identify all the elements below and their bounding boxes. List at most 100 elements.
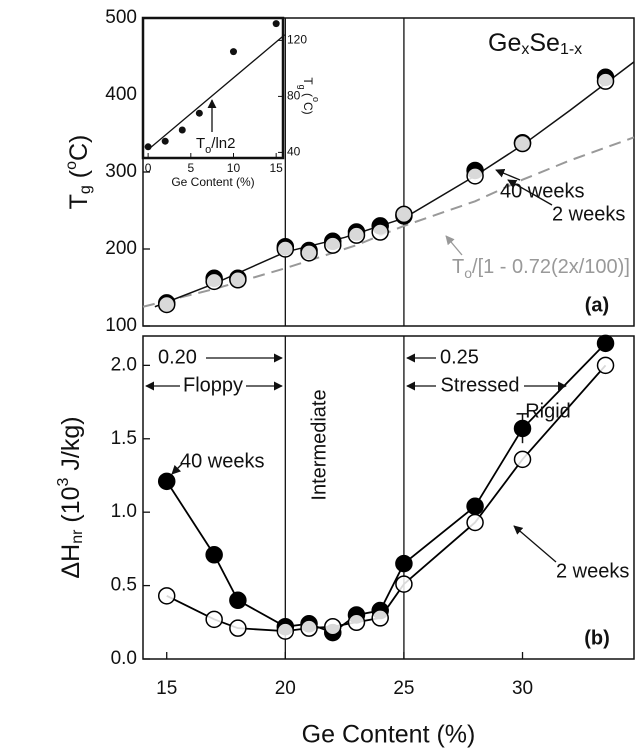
- x-tick-label: 25: [393, 678, 414, 699]
- annotation-part: T: [196, 135, 205, 152]
- series-label: 40 weeks: [180, 450, 265, 472]
- y-axis-label-part: nr: [69, 529, 86, 544]
- open-point: [596, 72, 615, 90]
- chart-title-part: 1-x: [560, 41, 582, 58]
- x-tick-label: 15: [269, 161, 283, 175]
- boundary-label: 0.20: [158, 346, 197, 368]
- open-point: [324, 236, 342, 254]
- y-tick-label: 0.5: [111, 575, 137, 596]
- y-axis-label-part: T: [301, 77, 315, 85]
- filled-point: [205, 546, 223, 564]
- y-axis-label-part: T: [65, 194, 93, 209]
- y-axis-label-part: ΔH: [57, 544, 85, 579]
- x-tick-label: 10: [227, 161, 241, 175]
- y-axis-label-part: C): [301, 102, 315, 115]
- chart-title-part: x: [521, 41, 529, 58]
- filled-point: [596, 334, 615, 353]
- open-point: [347, 613, 366, 632]
- y-axis-label: Tg (oC): [63, 135, 94, 210]
- panel-label: (a): [585, 294, 609, 316]
- open-point: [395, 205, 413, 224]
- open-point: [229, 619, 247, 637]
- arrow: [445, 235, 463, 256]
- phase-label: Rigid: [525, 400, 571, 422]
- open-point: [513, 134, 532, 153]
- point: [229, 48, 237, 56]
- y-tick-label: 120: [287, 33, 307, 47]
- y-tick-label: 100: [105, 315, 137, 336]
- y-axis-label-part: o: [63, 161, 80, 170]
- x-axis-label: Ge Content (%): [302, 721, 476, 749]
- open-point: [300, 619, 318, 637]
- open-point: [157, 295, 176, 314]
- y-tick-label: 1.5: [111, 428, 137, 449]
- filled-point: [395, 554, 413, 573]
- y-axis-label-part: (10: [57, 486, 85, 529]
- x-tick-label: 20: [275, 678, 296, 699]
- x-tick-label: 15: [156, 678, 177, 699]
- y-axis-label-part: (: [65, 169, 93, 185]
- point: [195, 109, 203, 117]
- model-label-part: /[1 - 0.72(2x/100)]: [472, 256, 630, 278]
- filled-point: [229, 591, 247, 610]
- point: [272, 20, 280, 28]
- point: [144, 143, 152, 151]
- y-axis-label-part: g: [297, 85, 307, 90]
- y-tick-label: 2.0: [111, 354, 137, 375]
- open-point: [324, 617, 342, 636]
- y-axis-label: ΔHnr (103 J/kg): [55, 416, 86, 578]
- filled-point: [157, 472, 176, 491]
- annotation-part: o: [205, 144, 211, 156]
- open-point: [300, 244, 318, 262]
- chart-title-part: Se: [529, 29, 560, 57]
- x-tick-label: 30: [512, 678, 533, 699]
- phase-label: Intermediate: [308, 389, 330, 500]
- open-point: [276, 622, 295, 640]
- y-tick-label: 40: [287, 145, 301, 159]
- point: [161, 137, 169, 145]
- plot-frame: [142, 335, 635, 660]
- filled-point: [466, 497, 484, 516]
- series-label: 40 weeks: [500, 180, 585, 202]
- open-point: [466, 513, 484, 532]
- y-axis-label-part: 3: [55, 477, 72, 486]
- y-tick-label: 500: [105, 7, 137, 28]
- y-axis-label-part: g: [77, 185, 94, 194]
- y-axis-label-part: J/kg): [57, 416, 85, 477]
- open-point: [276, 240, 295, 258]
- boundary-label: 0.25: [440, 346, 479, 368]
- open-point: [395, 575, 413, 593]
- open-point: [371, 223, 389, 241]
- open-point: [229, 271, 247, 289]
- y-tick-label: 400: [105, 84, 137, 105]
- open-point: [205, 610, 223, 629]
- fit-line: [147, 34, 286, 151]
- y-axis-label-part: (: [301, 90, 315, 97]
- point: [178, 126, 186, 134]
- y-tick-label: 80: [287, 89, 301, 103]
- phase-label: Floppy: [183, 374, 243, 396]
- phase-label: Stressed: [441, 374, 520, 396]
- x-tick-label: 0: [145, 161, 152, 175]
- series-label: 2 weeks: [552, 203, 625, 225]
- filled-point: [513, 419, 532, 438]
- chart-title: GexSe1-x: [488, 29, 582, 59]
- series-label: 2 weeks: [556, 560, 629, 582]
- y-tick-label: 300: [105, 161, 137, 182]
- open-point: [466, 167, 484, 185]
- y-tick-label: 200: [105, 238, 137, 259]
- arrow: [513, 525, 557, 563]
- y-tick-label: 1.0: [111, 501, 137, 522]
- open-point: [513, 450, 532, 469]
- open-point: [157, 587, 176, 605]
- open-point: [347, 226, 366, 244]
- open-point: [596, 356, 615, 375]
- x-tick-label: 5: [187, 161, 194, 175]
- annotation-part: /ln2: [211, 135, 235, 152]
- model-label-part: T: [452, 256, 464, 278]
- model-label-part: o: [464, 265, 472, 281]
- model-label: To/[1 - 0.72(2x/100)]: [452, 256, 630, 280]
- annotation: To/ln2: [196, 135, 235, 156]
- arrow: [507, 179, 553, 206]
- x-axis-label: Ge Content (%): [171, 175, 254, 189]
